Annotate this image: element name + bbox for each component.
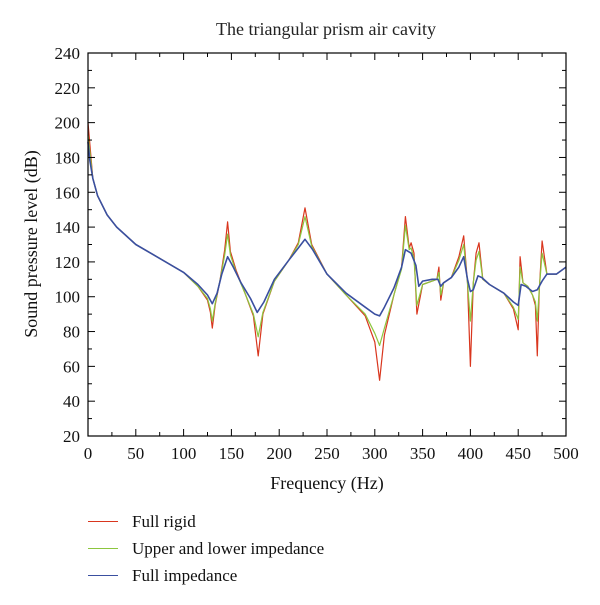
series-line-full-impedance — [87, 141, 567, 317]
y-tick-label: 60 — [63, 357, 80, 376]
plot-frame — [87, 52, 567, 437]
chart-title: The triangular prism air cavity — [216, 19, 436, 39]
y-tick-label: 120 — [55, 253, 81, 272]
legend-item-upper-lower-impedance: Upper and lower impedance — [88, 535, 324, 562]
legend-item-full-rigid: Full rigid — [88, 508, 324, 535]
y-tick-label: 40 — [63, 392, 80, 411]
y-tick-label: 80 — [63, 323, 80, 342]
y-tick-label: 140 — [55, 218, 81, 237]
y-tick-label: 180 — [55, 148, 81, 167]
legend-item-full-impedance: Full impedance — [88, 562, 324, 589]
y-tick-label: 160 — [55, 183, 81, 202]
plot-lines — [87, 122, 567, 381]
legend-swatch-full-impedance — [88, 575, 118, 576]
series-line-full-rigid — [87, 122, 567, 381]
x-tick-label: 500 — [553, 444, 579, 463]
series-line-upper-and-lower-impedance — [87, 134, 567, 347]
legend-swatch-full-rigid — [88, 521, 118, 522]
x-tick-label: 0 — [84, 444, 93, 463]
x-tick-label: 350 — [410, 444, 436, 463]
legend-label-full-rigid: Full rigid — [132, 511, 196, 531]
x-tick-label: 100 — [171, 444, 197, 463]
legend-label-full-impedance: Full impedance — [132, 565, 238, 585]
chart: The triangular prism air cavity 0 50 100 15… — [21, 19, 579, 494]
y-axis-title: Sound pressure level (dB) — [21, 150, 42, 337]
x-tick-label: 300 — [362, 444, 388, 463]
legend: Full rigid Upper and lower impedance Ful… — [88, 508, 324, 589]
legend-label-upper-lower-impedance: Upper and lower impedance — [132, 538, 325, 558]
x-axis-title: Frequency (Hz) — [270, 473, 383, 494]
x-tick-label: 400 — [458, 444, 484, 463]
x-tick-label: 250 — [314, 444, 340, 463]
x-tick-label: 50 — [127, 444, 144, 463]
y-tick-label: 100 — [55, 288, 81, 307]
y-tick-label: 240 — [55, 44, 81, 63]
y-tick-label: 200 — [55, 114, 81, 133]
y-tick-label: 20 — [63, 427, 80, 446]
y-axis: 20 40 60 80 100 120 140 160 180 200 220 240 — [55, 44, 566, 446]
x-axis: 0 50 100 150 200 250 300 350 400 450 500 — [84, 53, 579, 463]
y-tick-label: 220 — [55, 79, 81, 98]
x-tick-label: 450 — [505, 444, 531, 463]
x-tick-label: 150 — [219, 444, 245, 463]
legend-swatch-upper-lower-impedance — [88, 548, 118, 549]
x-tick-label: 200 — [266, 444, 292, 463]
